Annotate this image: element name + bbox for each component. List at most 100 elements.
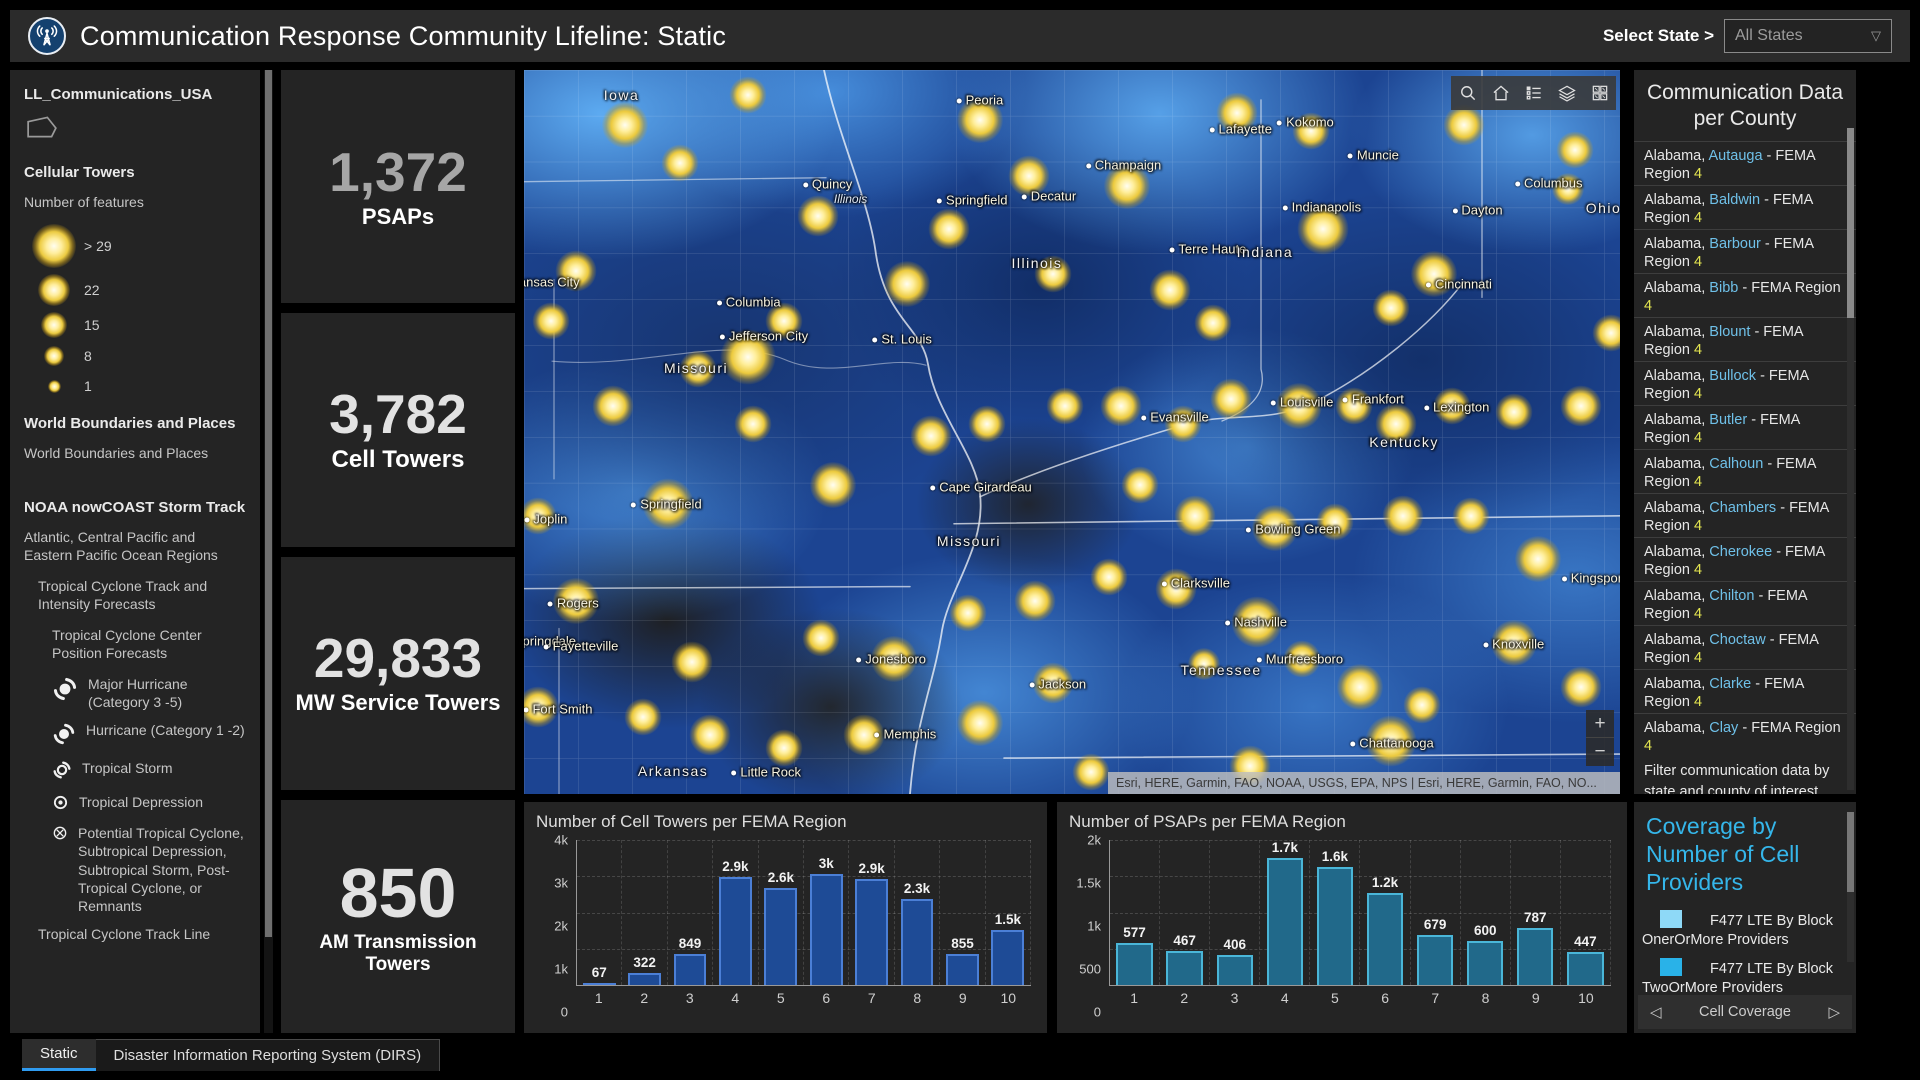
county-row[interactable]: Alabama, Blount - FEMA Region 4 [1634, 316, 1856, 361]
graduated-glow-dot-icon [32, 224, 76, 269]
bar-slot: 322 [622, 840, 668, 985]
legend-track-line: Tropical Cyclone Track Line [38, 926, 211, 943]
county-row[interactable]: Alabama, Clarke - FEMA Region 4 [1634, 668, 1856, 713]
header-bar: Communication Response Community Lifelin… [10, 10, 1910, 62]
county-row[interactable]: Alabama, Butler - FEMA Region 4 [1634, 404, 1856, 449]
bar-slot: 855 [940, 840, 986, 985]
graduated-symbol-label: 1 [84, 378, 92, 395]
graduated-symbol-row: 15 [24, 311, 246, 339]
graduated-glow-dot-icon [44, 346, 64, 367]
legend-scrollbar[interactable] [264, 70, 273, 1033]
bar [1116, 943, 1153, 985]
bar [809, 874, 843, 985]
bar [1567, 952, 1604, 985]
major-hurricane-icon [52, 675, 78, 705]
bar [1216, 955, 1253, 985]
county-row[interactable]: Alabama, Barbour - FEMA Region 4 [1634, 228, 1856, 273]
tropical-storm-icon [52, 759, 72, 783]
state-select-dropdown[interactable]: All States ▽ [1724, 19, 1892, 53]
bar-slot: 2.9k [849, 840, 895, 985]
x-tick-label: 3 [685, 990, 694, 1006]
county-row[interactable]: Alabama, Cherokee - FEMA Region 4 [1634, 536, 1856, 581]
storm-legend-item: Potential Tropical Cyclone, Subtropical … [24, 824, 246, 915]
coverage-label-one-or-more: F477 LTE By Block OnerOrMore Providers [1642, 913, 1834, 948]
psaps-chart-panel: Number of PSAPs per FEMA Region 2k 1.5k 1k… [1057, 802, 1627, 1033]
coverage-scroll-thumb[interactable] [1847, 812, 1854, 892]
graduated-symbol-label: 15 [84, 317, 100, 334]
county-panel-title: Communication Data per County [1646, 81, 1844, 131]
x-tick-label: 4 [731, 990, 740, 1006]
legend-layer-title: LL_Communications_USA [24, 86, 213, 103]
stat-mw-service-towers-value: 29,833 [313, 627, 483, 690]
graduated-symbol-label: 8 [84, 348, 92, 365]
legend-number-of-features: Number of features [24, 194, 144, 210]
page-title: Communication Response Community Lifelin… [80, 20, 727, 51]
gridline [1110, 912, 1611, 914]
stats-column: 1,372 PSAPs 3,782 Cell Towers 29,833 MW … [281, 70, 515, 1033]
broadcast-tower-logo-icon [28, 17, 66, 55]
bar-value-label: 2.9k [858, 861, 885, 876]
stat-mw-service-towers: 29,833 MW Service Towers [281, 556, 515, 790]
map-canvas[interactable]: Iowa Peoria Lafayette Kokomo Muncie Champaign… [524, 70, 1620, 794]
y-tick-label: 500 [1079, 961, 1101, 977]
x-tick-label: 6 [1381, 990, 1390, 1006]
county-row[interactable]: Alabama, Chilton - FEMA Region 4 [1634, 580, 1856, 625]
bar [991, 930, 1025, 985]
zoom-in-button[interactable]: + [1586, 710, 1614, 738]
storm-legend-label: Tropical Storm [82, 760, 173, 777]
gridline [1110, 840, 1611, 841]
pager-label: Cell Coverage [1699, 1004, 1791, 1020]
gridline [1110, 948, 1611, 950]
bar-value-label: 447 [1574, 934, 1597, 949]
pager-next-icon[interactable]: ▷ [1828, 1004, 1840, 1021]
bar-slot: 1.7k [1260, 840, 1311, 985]
bar [628, 973, 662, 985]
bar-value-label: 1.7k [1271, 840, 1298, 855]
basemap-grid-icon[interactable] [1583, 76, 1616, 110]
x-tick-label: 9 [1531, 990, 1540, 1006]
county-row[interactable]: Alabama, Choctaw - FEMA Region 4 [1634, 624, 1856, 669]
layers-icon[interactable] [1550, 76, 1583, 110]
county-row[interactable]: Alabama, Chambers - FEMA Region 4 [1634, 492, 1856, 537]
bar-slot: 406 [1210, 840, 1261, 985]
county-row[interactable]: Alabama, Bibb - FEMA Region 4 [1634, 272, 1856, 317]
bar-slot: 67 [577, 840, 623, 985]
county-row[interactable]: Alabama, Clay - FEMA Region 4 [1634, 712, 1856, 757]
stat-psaps-value: 1,372 [329, 140, 467, 203]
chevron-down-icon: ▽ [1871, 28, 1881, 43]
search-icon[interactable] [1451, 76, 1484, 110]
home-icon[interactable] [1484, 76, 1517, 110]
bar-value-label: 787 [1524, 910, 1547, 925]
county-list: Alabama, Autauga - FEMA Region 4 Alabama,… [1634, 140, 1856, 757]
zoom-out-button[interactable]: − [1594, 741, 1606, 762]
graduated-symbol-row: 1 [24, 373, 246, 399]
stat-cell-towers-label: Cell Towers [331, 445, 465, 473]
tab-static[interactable]: Static [22, 1039, 96, 1071]
county-row[interactable]: Alabama, Bullock - FEMA Region 4 [1634, 360, 1856, 405]
pager-prev-icon[interactable]: ◁ [1650, 1004, 1662, 1021]
bar-slot: 2.6k [759, 840, 805, 985]
bar-value-label: 600 [1473, 923, 1497, 938]
coverage-scrollbar[interactable] [1847, 812, 1854, 962]
x-tick-label: 1 [594, 990, 603, 1006]
bar-value-label: 1.2k [1371, 875, 1399, 890]
legend-scroll-thumb[interactable] [265, 70, 272, 937]
legend-forecast-group: Tropical Cyclone Track and Intensity For… [38, 577, 208, 613]
county-row[interactable]: Alabama, Baldwin - FEMA Region 4 [1634, 184, 1856, 229]
bottom-tab-bar: Static Disaster Information Reporting Sy… [0, 1033, 1920, 1080]
tab-dirs[interactable]: Disaster Information Reporting System (D… [95, 1039, 441, 1071]
county-row[interactable]: Alabama, Calhoun - FEMA Region 4 [1634, 448, 1856, 493]
county-scroll-thumb[interactable] [1847, 128, 1854, 318]
legend-list-icon[interactable] [1517, 76, 1550, 110]
map-zoom-control: + − [1586, 710, 1614, 766]
bar-slot: 849 [668, 840, 714, 985]
bar-slot: 2.9k [713, 840, 759, 985]
polygon-symbol-icon [26, 115, 246, 142]
legend-noaa-title: NOAA nowCOAST Storm Track [24, 498, 246, 516]
county-row[interactable]: Alabama, Autauga - FEMA Region 4 [1634, 140, 1856, 185]
psaps-chart-xaxis: 1 2 3 4 5 6 7 8 9 10 [1109, 986, 1611, 1010]
county-scrollbar[interactable] [1847, 128, 1854, 790]
stat-mw-service-towers-label: MW Service Towers [295, 690, 501, 715]
bar [582, 983, 616, 985]
coverage-pager: ◁ Cell Coverage ▷ [1638, 995, 1852, 1029]
